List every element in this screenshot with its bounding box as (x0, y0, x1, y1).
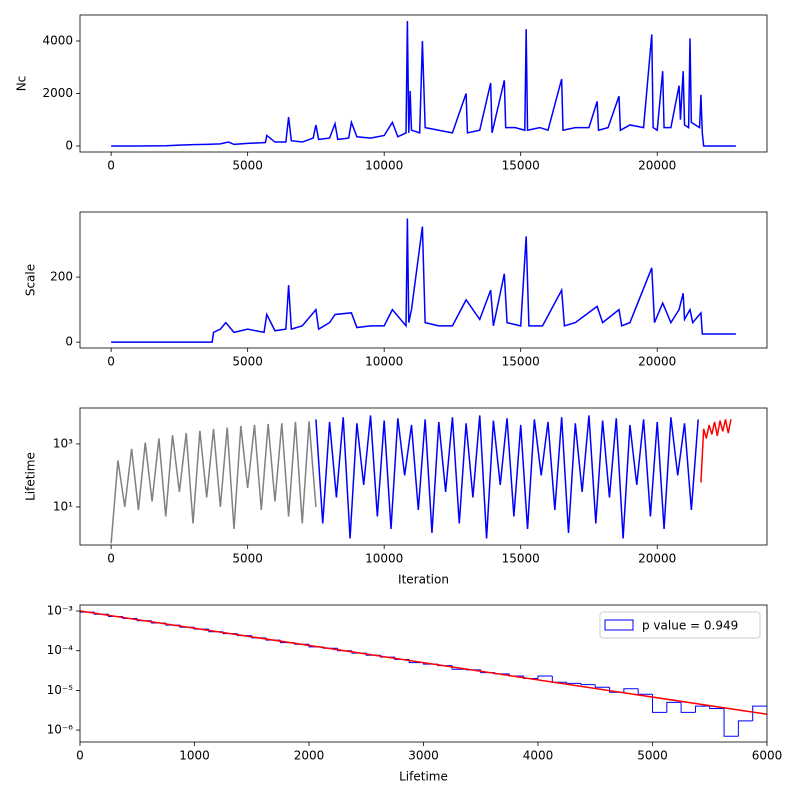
axes-frame (79, 407, 768, 546)
hist-step (737, 720, 753, 737)
x-tick-label: 20000 (638, 552, 676, 566)
y-tick-label: 10⁻³ (47, 604, 74, 618)
x-tick-label: 10000 (365, 552, 403, 566)
y-axis-label: Scale (24, 264, 38, 296)
plot-area (111, 21, 736, 147)
x-tick-label: 10000 (365, 355, 403, 369)
y-tick-label: 10³ (53, 436, 73, 450)
x-tick-label: 20000 (638, 159, 676, 173)
x-tick-label: 5000 (232, 159, 263, 173)
hist-step (594, 684, 610, 688)
line (700, 419, 732, 483)
hist-step (723, 708, 739, 737)
x-tick-label: 10000 (365, 159, 403, 173)
y-tick-label: 200 (50, 270, 73, 284)
legend-swatch (604, 619, 634, 631)
x-tick-label: 3000 (408, 749, 439, 763)
y-tick-label: 4000 (42, 33, 73, 47)
hist-step (666, 701, 682, 713)
y-tick-label: 0 (65, 335, 73, 349)
x-tick-label: 5000 (637, 749, 668, 763)
line (315, 415, 699, 539)
line (110, 421, 317, 544)
x-tick-label: 0 (76, 749, 84, 763)
line (111, 21, 736, 147)
x-tick-label: 15000 (502, 355, 540, 369)
y-axis-label: Lifetime (24, 452, 38, 501)
hist-step (551, 676, 567, 683)
x-tick-label: 5000 (232, 552, 263, 566)
hist-step (709, 706, 725, 709)
legend-label: p value = 0.949 (642, 619, 738, 633)
hist-step (566, 682, 581, 684)
x-tick-label: 15000 (502, 159, 540, 173)
y-tick-label: 0 (65, 138, 73, 152)
x-tick-label: 15000 (502, 552, 540, 566)
x-tick-label: 5000 (232, 355, 263, 369)
y-axis-label: Nc (15, 76, 29, 92)
y-tick-label: 2000 (42, 86, 73, 100)
hist-step (580, 683, 596, 686)
y-tick-label: 10⁻⁴ (47, 643, 74, 657)
y-tick-label: 10⁻⁶ (47, 723, 74, 737)
x-tick-label: 4000 (523, 749, 554, 763)
hist-step (652, 694, 667, 713)
hist-step (752, 705, 767, 721)
axes-frame (79, 211, 768, 349)
x-tick-label: 0 (107, 355, 115, 369)
x-tick-label: 20000 (638, 355, 676, 369)
hist-step (623, 688, 639, 693)
plot-area (80, 610, 767, 737)
hist-step (637, 688, 653, 695)
y-tick-label: 10⁻⁵ (47, 683, 74, 697)
axes-frame (79, 14, 768, 153)
plot-area (110, 415, 732, 544)
hist-step (537, 675, 553, 679)
hist-step (680, 702, 696, 713)
x-tick-label: 1000 (179, 749, 210, 763)
hist-step (694, 705, 710, 713)
y-tick-label: 10¹ (53, 499, 73, 513)
plot-area (111, 218, 736, 343)
x-axis-label: Lifetime (399, 770, 448, 784)
legend-box (599, 611, 761, 639)
x-tick-label: 0 (107, 552, 115, 566)
x-axis-label: Iteration (398, 573, 449, 587)
x-tick-label: 0 (107, 159, 115, 173)
x-tick-label: 6000 (752, 749, 783, 763)
x-tick-label: 2000 (294, 749, 325, 763)
line (111, 218, 736, 343)
fit-line (80, 610, 767, 716)
